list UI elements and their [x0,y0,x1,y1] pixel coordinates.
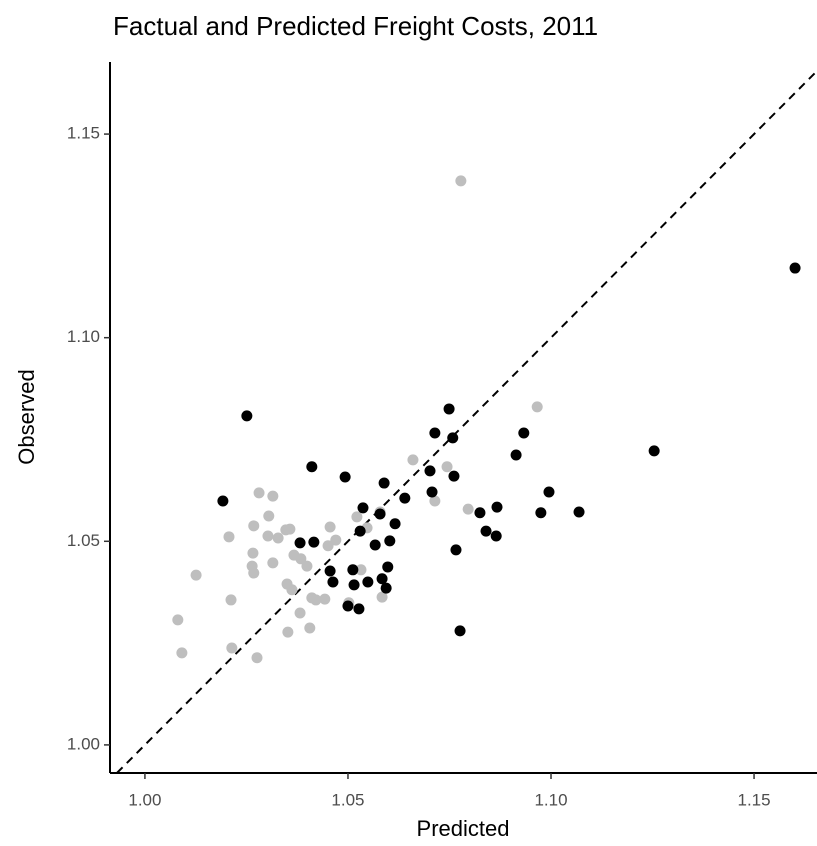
y-tick-label: 1.10 [67,327,100,346]
point [348,579,360,591]
point [490,530,502,542]
y-tick-label: 1.15 [67,124,100,143]
point [324,565,336,577]
point [217,495,229,507]
point [454,625,466,637]
point [172,614,184,626]
y-axis-title: Observed [14,369,39,464]
point [441,461,453,473]
point [382,561,394,573]
point [543,486,555,498]
point [267,557,279,569]
point [518,427,530,439]
point [531,401,543,413]
point [389,518,401,530]
point [301,560,313,572]
point [491,501,503,513]
point [354,525,366,537]
point [247,547,259,559]
point [380,582,392,594]
point [378,477,390,489]
point [295,553,307,565]
x-tick-label: 1.15 [738,790,771,809]
y-tick-label: 1.05 [67,531,100,550]
point [241,410,253,422]
point [376,591,388,603]
point [294,607,306,619]
point [424,465,436,477]
point [342,600,354,612]
point [306,461,318,473]
point [253,487,265,499]
point [225,594,237,606]
point [294,537,306,549]
point [267,490,279,502]
point [308,536,320,548]
point [535,507,547,519]
point [474,507,486,519]
point [324,521,336,533]
point [648,445,660,457]
point [789,262,801,274]
point [226,642,238,654]
point [399,492,411,504]
point [374,508,386,520]
point [376,573,388,585]
point [429,495,441,507]
point [353,603,365,615]
chart-title: Factual and Predicted Freight Costs, 201… [113,11,598,41]
point [480,525,492,537]
point [426,486,438,498]
point [284,523,296,535]
point [262,530,274,542]
point [351,511,363,523]
point [462,503,474,515]
point [355,564,367,576]
point [429,427,441,439]
point [455,175,467,187]
point [407,454,419,466]
point [322,540,334,552]
point [369,539,381,551]
point [357,502,369,514]
point [263,510,275,522]
point [510,449,522,461]
x-tick-label: 1.05 [331,790,364,809]
point [223,531,235,543]
point [248,567,260,579]
point [327,576,339,588]
point [190,569,202,581]
point [286,584,298,596]
point [251,652,263,664]
point [272,532,284,544]
point [304,622,316,634]
point [347,564,359,576]
point [319,593,331,605]
x-tick-label: 1.10 [534,790,567,809]
point [448,470,460,482]
point [362,576,374,588]
point [248,520,260,532]
point [447,432,459,444]
point [282,626,294,638]
x-tick-label: 1.00 [128,790,161,809]
x-axis-title: Predicted [417,816,510,841]
y-tick-label: 1.00 [67,734,100,753]
point [330,534,342,546]
point [310,594,322,606]
point [339,471,351,483]
point [450,544,462,556]
point [573,506,585,518]
point [384,535,396,547]
point [443,403,455,415]
point [176,647,188,659]
identity-line [116,70,817,774]
